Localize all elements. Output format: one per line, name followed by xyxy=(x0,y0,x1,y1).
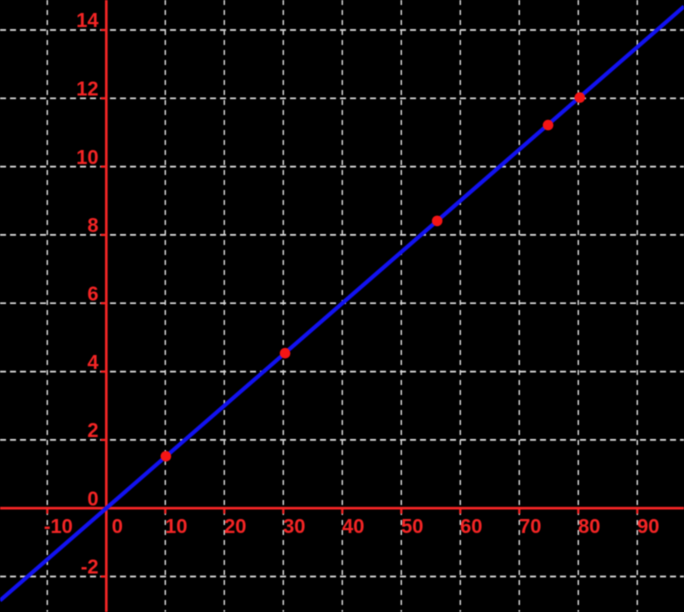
svg-text:30: 30 xyxy=(283,516,305,538)
svg-text:90: 90 xyxy=(637,516,659,538)
svg-text:10: 10 xyxy=(165,516,187,538)
svg-text:10: 10 xyxy=(76,147,98,169)
svg-text:50: 50 xyxy=(401,516,423,538)
svg-text:14: 14 xyxy=(76,10,99,32)
svg-text:80: 80 xyxy=(578,516,600,538)
svg-text:0: 0 xyxy=(112,516,123,538)
svg-text:70: 70 xyxy=(519,516,541,538)
svg-text:6: 6 xyxy=(87,283,98,305)
svg-text:2: 2 xyxy=(87,420,98,442)
svg-text:8: 8 xyxy=(87,215,98,237)
svg-text:-2: -2 xyxy=(81,557,99,579)
svg-text:20: 20 xyxy=(224,516,246,538)
svg-text:-10: -10 xyxy=(44,516,73,538)
svg-text:4: 4 xyxy=(87,352,99,374)
svg-text:12: 12 xyxy=(76,79,98,101)
svg-text:0: 0 xyxy=(87,488,98,510)
svg-text:60: 60 xyxy=(460,516,482,538)
svg-text:40: 40 xyxy=(342,516,364,538)
